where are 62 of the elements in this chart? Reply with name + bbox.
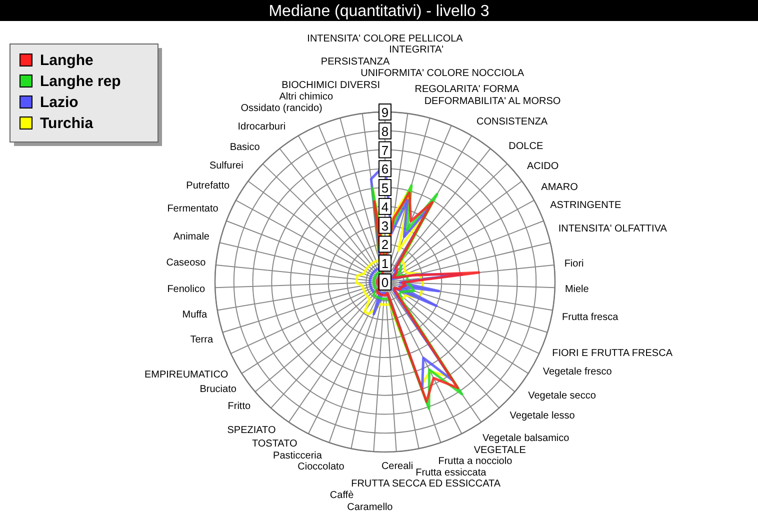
- spoke-label: Muffa: [182, 310, 208, 321]
- y-tick-label: 0: [381, 275, 389, 290]
- spoke-label: Vegetale fresco: [542, 366, 612, 378]
- spoke-label: INTENSITA' COLORE PELLICOLA: [307, 34, 464, 44]
- spoke-label: ACIDO: [526, 161, 559, 172]
- y-tick-label: 1: [381, 256, 389, 272]
- legend-label: Turchia: [40, 115, 94, 132]
- y-tick-label: 7: [381, 142, 389, 158]
- spoke-label: Caffè: [330, 490, 354, 502]
- spoke-label: Caramello: [347, 502, 394, 513]
- spoke-label: Pasticceria: [273, 450, 322, 462]
- spoke-label: Fenolico: [167, 284, 206, 296]
- y-tick-label: 6: [381, 162, 389, 177]
- spoke-label: Putrefatto: [186, 180, 230, 192]
- spoke-label: DOLCE: [508, 141, 544, 152]
- spoke-label: Frutta essiccata: [416, 467, 487, 478]
- spoke-label: SPEZIATO: [227, 425, 276, 436]
- legend-label: Langhe rep: [40, 73, 121, 90]
- spoke-label: INTEGRITA': [389, 44, 444, 56]
- spoke-label: TOSTATO: [252, 438, 298, 450]
- spoke-label: FIORI E FRUTTA FRESCA: [552, 348, 673, 360]
- spoke-label: Fritto: [228, 400, 251, 412]
- spoke-label: BIOCHIMICI DIVERSI: [282, 80, 380, 91]
- spoke-label: ASTRINGENTE: [550, 200, 622, 212]
- spoke-label: CONSISTENZA: [476, 116, 548, 128]
- spoke-label: EMPIREUMATICO: [144, 370, 228, 381]
- spoke-label: Vegetale balsamico: [482, 433, 570, 444]
- y-tick-label: 4: [381, 199, 389, 214]
- y-tick-label: 2: [381, 237, 389, 252]
- spoke-label: Fiori: [564, 258, 584, 270]
- spoke-label: Animale: [173, 231, 210, 242]
- spoke-label: Frutta a nocciolo: [438, 456, 513, 468]
- spoke-label: UNIFORMITA' COLORE NOCCIOLA: [360, 68, 524, 80]
- y-tick-label: 3: [381, 218, 389, 234]
- spoke-label: Vegetale lesso: [510, 410, 576, 422]
- spoke-label: Miele: [564, 284, 590, 295]
- y-tick-label: 9: [381, 105, 389, 120]
- spoke-label: Ossidato (rancido): [240, 102, 322, 114]
- spoke-label: Vegetale secco: [528, 390, 596, 402]
- chart-title: Mediane (quantitativi) - livello 3: [268, 3, 490, 20]
- spoke-label: Basico: [230, 142, 260, 153]
- spoke-label: VEGETALE: [474, 444, 526, 456]
- spoke-label: PERSISTANZA: [320, 56, 390, 68]
- spoke-label: Idrocarburi: [238, 121, 286, 132]
- spoke-label: Sulfurei: [209, 160, 244, 172]
- y-tick-label: 8: [381, 124, 389, 139]
- spoke-label: FRUTTA SECCA ED ESSICCATA: [351, 478, 501, 490]
- legend-label: Langhe: [40, 52, 94, 69]
- y-tick-label: 5: [381, 180, 389, 196]
- spoke-label: Bruciato: [200, 384, 237, 396]
- spoke-label: Caseoso: [166, 257, 206, 268]
- spoke-label: REGOLARITA' FORMA: [414, 84, 520, 96]
- spoke-label: Fermentato: [167, 203, 219, 214]
- spoke-label: INTENSITA' OLFATTIVA: [558, 223, 668, 234]
- spoke-label: Frutta fresca: [562, 312, 619, 324]
- spoke-label: Cioccolato: [298, 462, 345, 473]
- spoke-label: AMARO: [541, 182, 578, 193]
- spoke-label: Altri chimico: [279, 92, 334, 103]
- spoke-label: Terra: [190, 334, 214, 346]
- legend-label: Lazio: [40, 94, 78, 111]
- spoke-label: Cereali: [381, 461, 414, 472]
- spoke-label: DEFORMABILITA' AL MORSO: [424, 96, 561, 107]
